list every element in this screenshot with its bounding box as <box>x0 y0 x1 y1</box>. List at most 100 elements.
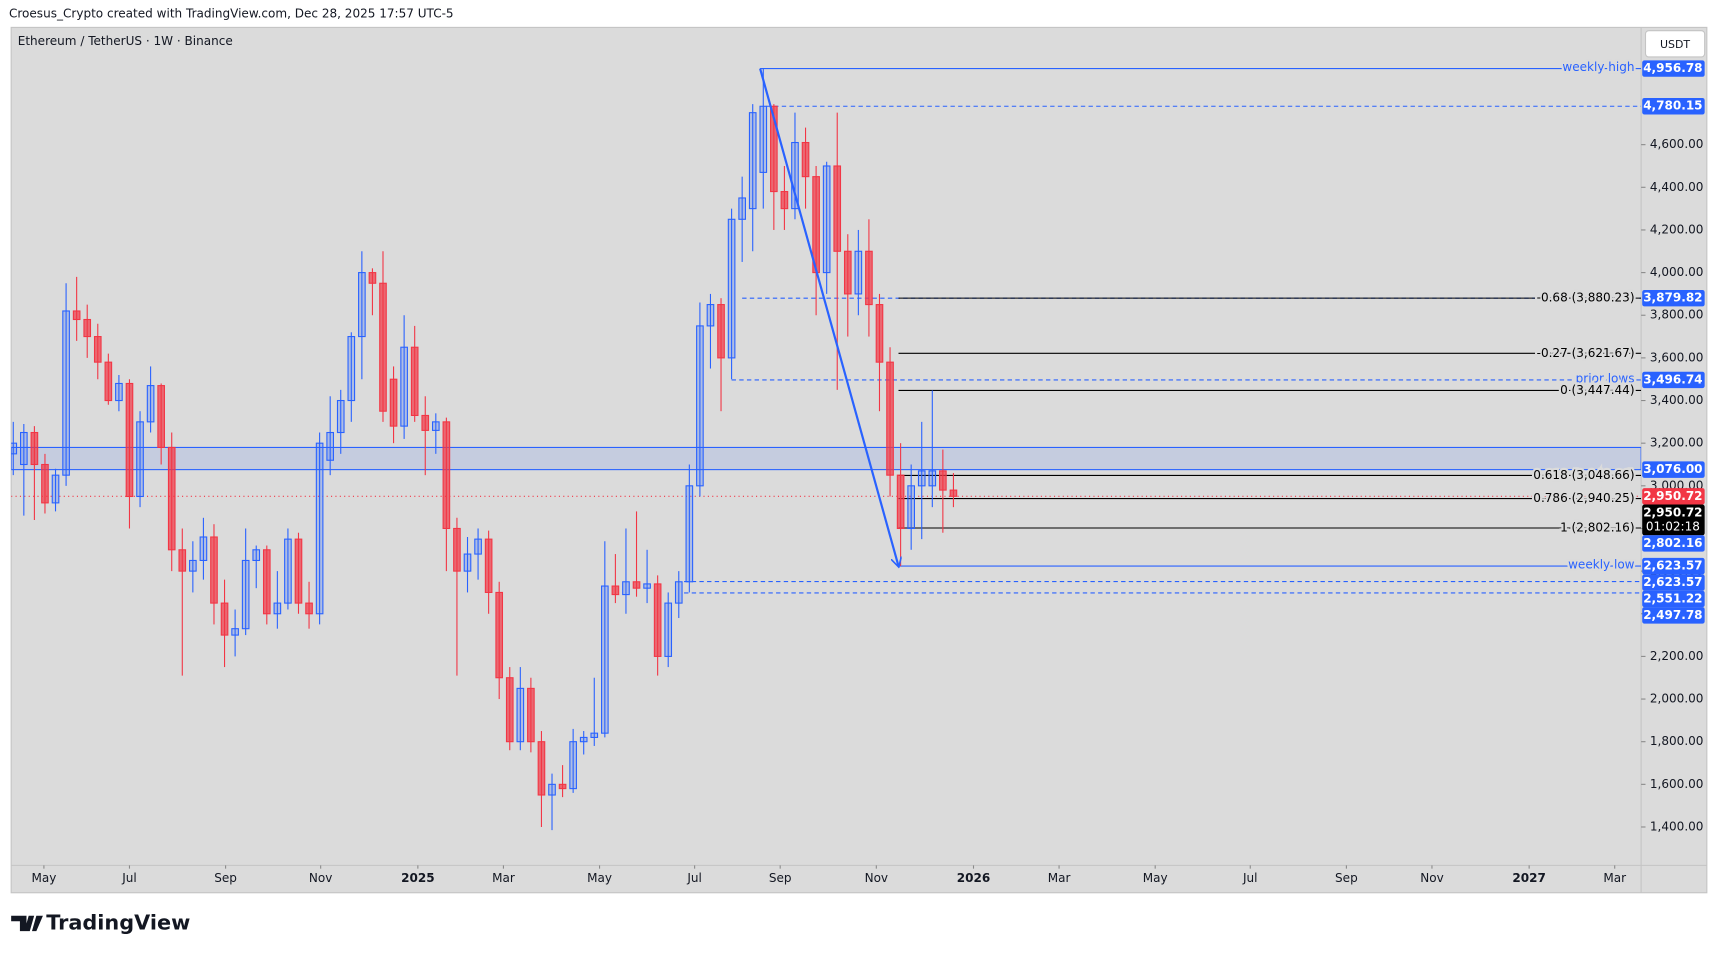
candle-body <box>949 489 958 497</box>
x-tick-label: Sep <box>214 871 237 885</box>
candle-body <box>178 549 187 572</box>
candle-body <box>590 732 599 738</box>
price-tag <box>1642 488 1705 505</box>
y-tick-label: 4,600.00 <box>1650 137 1704 151</box>
candle-body <box>579 736 588 743</box>
candle-body <box>463 553 472 572</box>
price-tag <box>1642 371 1705 389</box>
x-tick-label: Sep <box>1335 871 1358 885</box>
y-tick-label: 3,800.00 <box>1650 308 1704 322</box>
level-label: 0 (3,447.44) <box>1560 383 1634 397</box>
candle-body <box>801 141 810 178</box>
candle-body <box>717 304 725 359</box>
x-tick-label: Nov <box>1420 871 1443 885</box>
symbol-title[interactable]: Ethereum / TetherUS · 1W · Binance <box>18 34 233 48</box>
candle-body <box>30 431 39 466</box>
candle-body <box>770 105 778 193</box>
candle-body <box>537 741 546 796</box>
y-tick-label: 1,600.00 <box>1650 777 1704 791</box>
candle-body <box>336 399 345 434</box>
candle-body <box>136 421 144 498</box>
candle-body <box>410 346 419 417</box>
currency-label[interactable]: USDT <box>1660 38 1690 51</box>
level-label: 1 (2,802.16) <box>1560 521 1634 535</box>
candle-body <box>305 602 313 615</box>
price-tags: 4,956.78 4,780.15 3,879.82 3,496.74 3,076.00… <box>1642 60 1705 624</box>
candle-body <box>252 549 261 562</box>
candle-body <box>11 442 18 455</box>
candle-body <box>220 602 229 636</box>
candle-body <box>495 591 504 679</box>
candle-body <box>484 538 493 593</box>
candle-body <box>157 385 165 448</box>
candle-body <box>601 585 609 734</box>
candle-body <box>611 585 620 596</box>
price-tag-label: 3,496.74 <box>1643 372 1702 386</box>
candle-body <box>822 165 831 274</box>
y-tick-label: 2,200.00 <box>1650 649 1704 663</box>
plot-area: weekly high -0.68 (3,880.23) -0.27 (3,621.… <box>11 58 1642 831</box>
candle-body <box>474 538 482 555</box>
y-tick-label: 3,600.00 <box>1650 350 1704 364</box>
x-tick-label: Jul <box>1242 871 1258 885</box>
price-tag <box>1642 535 1705 552</box>
price-tag <box>1642 590 1705 608</box>
brand-name[interactable]: TradingView <box>46 910 190 934</box>
candle-body <box>896 474 905 530</box>
candle-body <box>347 336 356 402</box>
candle-body <box>368 272 377 284</box>
x-tick-label: May <box>31 871 56 885</box>
candle-body <box>939 470 947 491</box>
candle-body <box>115 382 123 402</box>
x-tick-label: Mar <box>492 871 515 885</box>
brand-logo[interactable]: TradingView <box>11 910 190 934</box>
candle-body <box>780 191 789 210</box>
candle-body <box>379 282 387 412</box>
y-tick-label: 2,000.00 <box>1650 692 1704 706</box>
candle-body <box>664 602 673 657</box>
candle-body <box>72 310 81 321</box>
x-tick-label: May <box>1143 871 1168 885</box>
price-tag <box>1642 504 1705 536</box>
x-tick-label: 2026 <box>957 871 991 885</box>
candle-body <box>833 165 842 252</box>
candle-body <box>83 318 92 338</box>
level-label: weekly low <box>1568 557 1635 571</box>
candle-body <box>569 741 577 790</box>
candle-body <box>738 197 746 220</box>
candle-body <box>674 581 683 604</box>
candle-body <box>643 583 651 589</box>
price-tag-label: 2,802.16 <box>1643 536 1702 550</box>
candle-body <box>358 272 366 338</box>
x-tick-label: May <box>587 871 612 885</box>
candle-body <box>315 442 324 615</box>
candle-body <box>400 346 408 427</box>
candle-body <box>505 677 514 743</box>
candle-body <box>854 250 863 295</box>
x-tick-label: Mar <box>1048 871 1071 885</box>
candle-body <box>685 485 694 583</box>
candle-body <box>231 628 239 636</box>
x-tick-label: 2025 <box>401 871 435 885</box>
x-tick-label: 2027 <box>1512 871 1546 885</box>
candle-body <box>51 474 60 504</box>
candle-body <box>653 583 662 657</box>
candle-body <box>262 549 271 615</box>
y-tick-label: 1,400.00 <box>1650 819 1704 833</box>
price-tag <box>1642 557 1705 575</box>
candle-body <box>791 141 799 210</box>
candle-body <box>284 538 292 604</box>
price-tag <box>1642 98 1705 115</box>
currency-button[interactable] <box>1644 30 1706 58</box>
price-tag-label: 2,950.72 <box>1643 505 1702 519</box>
price-tag-label: 2,950.72 <box>1643 489 1702 503</box>
candle-body <box>843 250 852 295</box>
candle-body <box>706 304 715 327</box>
price-tag <box>1642 574 1705 591</box>
support-zone <box>11 446 1642 471</box>
credit: Croesus_Crypto created with TradingView.… <box>9 7 454 21</box>
candle-body <box>865 250 873 306</box>
candle-body <box>326 431 335 461</box>
price-tag-label: 3,879.82 <box>1643 291 1702 305</box>
